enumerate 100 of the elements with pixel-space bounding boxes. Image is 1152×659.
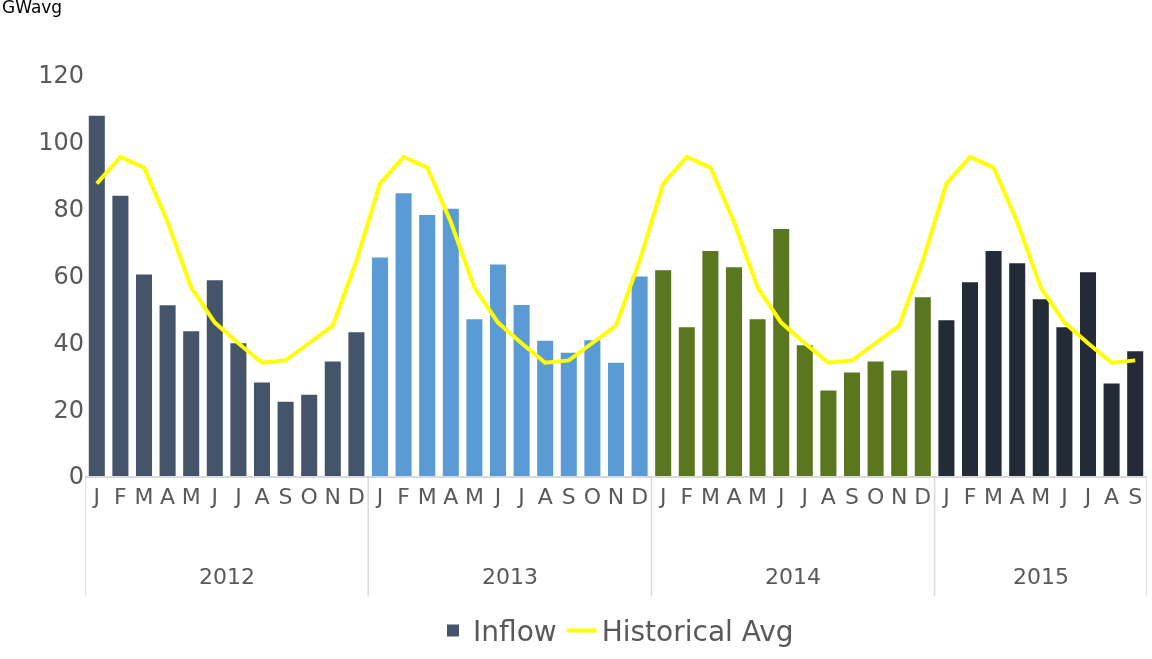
y-tick-label: 40: [53, 328, 84, 357]
x-tick-label: J: [516, 484, 525, 510]
x-tick-label: J: [657, 484, 667, 510]
bar: [277, 401, 294, 476]
x-tick-label: J: [374, 484, 384, 510]
x-tick-label: O: [300, 484, 318, 510]
bar: [1056, 327, 1073, 476]
bar: [678, 327, 695, 476]
bar: [985, 251, 1002, 476]
bar: [112, 195, 129, 476]
legend-label: Inflow: [473, 615, 557, 649]
x-tick-label: F: [114, 484, 127, 510]
x-tick-label: F: [680, 484, 694, 510]
x-tick-label: M: [984, 484, 1004, 510]
x-tick-label: D: [347, 484, 365, 510]
bar: [135, 274, 153, 476]
x-tick-label: A: [254, 484, 270, 510]
bar: [537, 340, 554, 476]
x-tick-label: A: [443, 484, 459, 510]
x-tick-label: A: [726, 484, 742, 510]
bar: [466, 319, 483, 476]
bar: [419, 215, 436, 476]
x-tick-label: F: [963, 484, 977, 510]
x-tick-label: N: [890, 484, 908, 510]
x-tick-label: M: [700, 484, 720, 510]
x-tick-label: J: [492, 484, 502, 510]
bar: [1103, 383, 1120, 476]
bar: [796, 345, 813, 476]
bar: [914, 297, 931, 476]
x-tick-label: S: [278, 484, 293, 510]
x-tick-label: M: [417, 484, 437, 510]
bar: [206, 280, 223, 476]
x-tick-label: J: [1082, 484, 1092, 510]
x-tick-label: F: [397, 484, 410, 510]
y-tick-label: 0: [68, 462, 84, 491]
x-tick-label: M: [464, 484, 484, 510]
bar: [371, 257, 389, 476]
bar: [1032, 299, 1049, 476]
bar: [1127, 351, 1144, 476]
x-tick-label: J: [209, 484, 219, 510]
x-tick-label: M: [1031, 484, 1051, 510]
x-tick-label: A: [537, 484, 553, 510]
x-tick-label: J: [91, 484, 101, 510]
bar: [820, 390, 837, 476]
bar: [489, 264, 507, 476]
bar: [183, 331, 200, 476]
bar: [348, 332, 365, 476]
bar: [324, 361, 341, 476]
x-tick-label: O: [583, 484, 602, 510]
y-tick-label: 20: [53, 395, 84, 424]
bar: [442, 208, 459, 476]
bar: [725, 267, 743, 476]
bar: [961, 282, 979, 476]
bar: [159, 305, 176, 476]
bar: [301, 394, 318, 476]
x-tick-label: M: [134, 484, 154, 510]
text: 2014: [765, 564, 821, 589]
x-tick-label: A: [1009, 484, 1025, 510]
text: 2013: [482, 564, 538, 589]
text: 2015: [1013, 564, 1069, 589]
x-tick-label: J: [233, 484, 242, 510]
bar: [584, 340, 601, 476]
bar: [88, 115, 105, 476]
bar: [867, 361, 884, 476]
x-tick-label: A: [1104, 484, 1120, 510]
bar: [702, 251, 719, 476]
x-tick-label: N: [607, 484, 625, 510]
x-tick-label: S: [845, 484, 859, 510]
bar: [749, 319, 766, 476]
bar: [655, 270, 672, 476]
x-tick-label: N: [324, 484, 342, 510]
x-tick-label: A: [820, 484, 836, 510]
bar: [773, 229, 790, 476]
x-tick-label: D: [631, 484, 649, 510]
bar: [607, 362, 625, 476]
bar: [938, 320, 955, 476]
x-tick-label: D: [914, 484, 932, 510]
x-tick-label: A: [160, 484, 176, 510]
bar: [253, 382, 271, 476]
bar: [1079, 272, 1097, 476]
y-axis-title: GWavg: [2, 0, 63, 17]
bar: [843, 372, 861, 476]
x-tick-label: M: [181, 484, 201, 510]
legend-label: Historical Avg: [601, 615, 794, 649]
bar: [1009, 263, 1026, 476]
bar: [230, 343, 247, 476]
bar: [631, 276, 648, 476]
x-tick-label: O: [866, 484, 885, 510]
x-tick-label: J: [775, 484, 785, 510]
x-tick-label: J: [941, 484, 950, 510]
bar: [891, 370, 908, 476]
bar: [560, 352, 577, 476]
x-tick-label: M: [748, 484, 768, 510]
bar: [395, 193, 412, 476]
text: 2012: [199, 564, 255, 589]
y-tick-label: 80: [53, 195, 84, 224]
x-tick-label: J: [799, 484, 809, 510]
x-tick-label: S: [561, 484, 576, 510]
x-tick-label: J: [1059, 484, 1068, 510]
x-tick-label: S: [1128, 484, 1143, 510]
